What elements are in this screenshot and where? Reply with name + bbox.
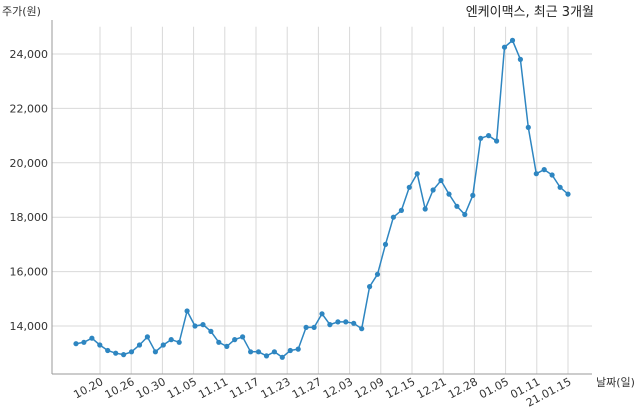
x-tick-label: 10.30	[134, 375, 168, 401]
price-point	[311, 324, 317, 330]
price-point	[525, 124, 531, 130]
price-point	[446, 191, 452, 197]
price-point	[97, 342, 103, 348]
price-point	[343, 319, 349, 325]
x-tick-label: 11.27	[290, 375, 324, 401]
y-tick-label: 24,000	[10, 48, 49, 61]
price-point	[438, 177, 444, 184]
price-point	[327, 322, 333, 328]
axes	[51, 20, 592, 375]
x-tick-label: 12.15	[383, 375, 417, 401]
price-point	[501, 44, 508, 50]
y-tick-label: 18,000	[10, 211, 49, 224]
price-point	[184, 308, 190, 314]
price-point	[303, 324, 309, 330]
price-point	[462, 211, 468, 218]
price-point	[113, 350, 119, 356]
price-point	[287, 347, 293, 354]
price-point	[263, 353, 270, 359]
x-tick-label: 12.28	[446, 375, 480, 401]
price-point	[73, 341, 79, 347]
price-point	[208, 328, 214, 334]
price-point	[509, 37, 516, 44]
price-point	[374, 271, 381, 277]
price-point	[565, 191, 571, 197]
price-point	[494, 138, 500, 144]
price-point	[382, 241, 389, 247]
price-point	[128, 349, 135, 355]
price-point	[176, 339, 182, 345]
price-point	[486, 133, 492, 139]
price-points	[73, 37, 571, 360]
price-point	[279, 354, 285, 360]
price-point	[557, 184, 563, 190]
price-point	[168, 337, 174, 343]
price-point	[89, 335, 95, 341]
price-point	[541, 167, 547, 173]
x-tick-label: 11.23	[259, 375, 293, 401]
price-point	[144, 334, 150, 340]
price-line	[75, 39, 569, 359]
y-tick-label: 22,000	[10, 102, 49, 115]
price-point	[351, 320, 357, 326]
y-tick-label: 20,000	[10, 157, 49, 170]
price-point	[398, 207, 404, 213]
price-point	[232, 337, 238, 343]
chart-title: 엔케이맥스, 최근 3개월	[466, 5, 594, 20]
price-point	[200, 322, 206, 328]
price-point	[224, 343, 230, 349]
grid-lines	[52, 26, 592, 374]
price-point	[533, 171, 539, 177]
price-point	[390, 214, 396, 220]
price-point	[422, 206, 428, 212]
price-point	[136, 342, 143, 348]
price-series	[75, 39, 569, 359]
price-point	[549, 172, 555, 178]
price-point	[160, 342, 166, 348]
price-point	[105, 347, 111, 354]
price-point	[430, 187, 436, 193]
price-point	[255, 349, 262, 355]
x-axis-unit-label: 날짜(일)	[596, 375, 635, 389]
y-axis-unit-label: 주가(원)	[2, 5, 41, 18]
price-point	[81, 339, 87, 345]
price-point	[335, 319, 341, 325]
price-point	[367, 284, 373, 290]
y-tick-label: 14,000	[10, 320, 49, 333]
price-point	[359, 326, 365, 332]
price-point	[517, 56, 524, 63]
price-point	[271, 349, 277, 355]
price-point	[454, 203, 460, 209]
x-tick-label: 10.26	[103, 375, 137, 401]
x-tick-label: 12.03	[321, 375, 355, 401]
price-point	[152, 349, 158, 355]
x-tick-label: 11.17	[227, 375, 261, 401]
x-tick-label: 10.20	[71, 375, 105, 401]
x-tick-labels: 10.2010.2610.3011.0511.1111.1711.2311.27…	[71, 375, 573, 409]
y-tick-label: 16,000	[10, 266, 49, 279]
x-tick-label: 12.09	[352, 375, 386, 401]
y-tick-labels: 14,000 16,000 18,000 20,000 22,000 24,000	[10, 48, 49, 333]
price-point	[414, 171, 420, 177]
price-point	[192, 323, 198, 329]
price-point	[248, 349, 254, 355]
x-tick-label: 01.05	[477, 375, 511, 401]
price-point	[295, 346, 301, 352]
price-point	[240, 334, 246, 340]
x-tick-label: 11.05	[165, 375, 199, 401]
x-tick-label: 11.11	[196, 375, 230, 401]
price-point	[216, 339, 222, 345]
x-tick-label: 12.21	[415, 375, 449, 401]
price-point	[319, 311, 325, 317]
price-point	[121, 352, 127, 358]
price-point	[406, 184, 412, 190]
price-point	[470, 192, 476, 198]
price-point	[478, 135, 484, 141]
